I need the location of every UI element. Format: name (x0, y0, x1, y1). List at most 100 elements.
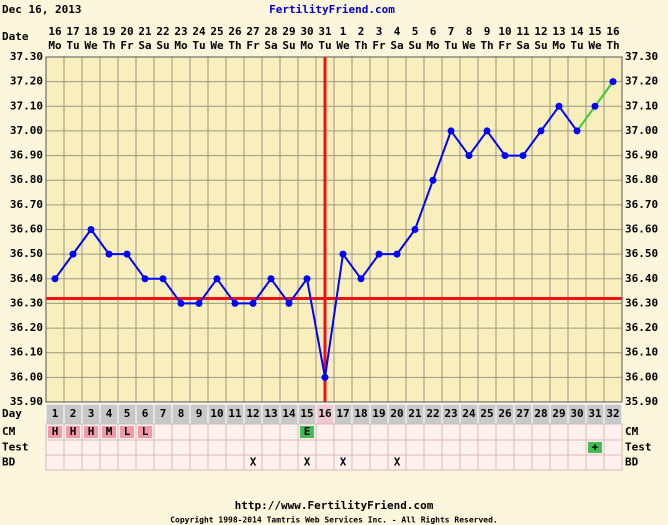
row-cell (279, 454, 299, 471)
date: 19 (102, 25, 115, 38)
date: 7 (448, 25, 455, 38)
row-entry: L (142, 425, 149, 438)
weekday: Su (408, 39, 421, 52)
y-tick-label: 36.20 (10, 321, 43, 334)
temp-segment (594, 81, 614, 107)
date: 26 (228, 25, 242, 38)
day-number: 14 (282, 407, 296, 420)
day-number: 2 (70, 407, 77, 420)
date: 30 (300, 25, 313, 38)
temp-point (195, 299, 203, 307)
weekday: Su (156, 39, 169, 52)
cell-highlight (138, 426, 152, 438)
day-number: 22 (426, 407, 439, 420)
row-cell (495, 454, 515, 471)
temp-segment (540, 105, 560, 132)
row-entry: H (70, 425, 77, 438)
row-cell (459, 454, 479, 471)
row-cell (225, 423, 245, 441)
date: 25 (210, 25, 223, 38)
date: 23 (174, 25, 187, 38)
row-cell (153, 454, 173, 471)
y-tick-label-right: 36.70 (625, 198, 658, 211)
temp-point (231, 299, 239, 307)
temp-point (321, 373, 329, 381)
temp-segment (90, 228, 110, 255)
weekday: We (588, 39, 602, 52)
weekday: Th (480, 39, 493, 52)
day-number: 11 (228, 407, 242, 420)
temp-point (159, 275, 167, 283)
day-number: 1 (52, 407, 59, 420)
temp-point (141, 275, 149, 283)
row-cell (405, 423, 425, 441)
row-cell (477, 439, 497, 456)
date: 29 (282, 25, 295, 38)
day-number: 3 (88, 407, 95, 420)
row-cell (459, 439, 479, 456)
day-number: 27 (516, 407, 529, 420)
temp-point (51, 275, 59, 283)
y-tick-label: 37.20 (10, 75, 43, 88)
row-cell (477, 423, 497, 441)
row-cell (567, 423, 587, 441)
y-tick-label: 36.30 (10, 296, 43, 309)
row-entry: H (52, 425, 59, 438)
row-cell (189, 423, 209, 441)
temp-segment (72, 228, 92, 255)
footer-url[interactable]: http://www.FertilityFriend.com (235, 499, 434, 512)
weekday: Mo (300, 39, 314, 52)
temp-segment (198, 278, 218, 305)
cell-highlight (120, 426, 134, 438)
y-tick-label-right: 36.20 (625, 321, 658, 334)
date: 24 (192, 25, 206, 38)
date: 18 (84, 25, 97, 38)
row-cell (585, 454, 605, 471)
y-tick-label-right: 36.10 (625, 346, 658, 359)
copyright: Copyright 1998-2014 Tamtris Web Services… (170, 515, 498, 525)
row-label: BD (2, 456, 16, 469)
date: 14 (570, 25, 584, 38)
row-cell (315, 423, 335, 441)
row-cell (225, 454, 245, 471)
temp-segment (414, 179, 434, 230)
row-cell (333, 423, 353, 441)
day-number: 9 (196, 407, 203, 420)
temp-segment (522, 130, 542, 157)
weekday: Th (228, 39, 241, 52)
temp-segment (162, 278, 182, 305)
weekday: Sa (138, 39, 151, 52)
date: 6 (430, 25, 437, 38)
temp-point (339, 250, 347, 258)
row-cell (531, 439, 551, 456)
row-cell (261, 423, 281, 441)
site-name[interactable]: FertilityFriend.com (269, 3, 395, 16)
day-number: 15 (300, 407, 313, 420)
temp-segment (558, 105, 578, 132)
day-number: 17 (336, 407, 349, 420)
date: 9 (484, 25, 491, 38)
date: 21 (138, 25, 152, 38)
weekday: Tu (66, 39, 79, 52)
temp-point (105, 250, 113, 258)
row-cell (603, 423, 623, 441)
row-cell (243, 439, 263, 456)
weekday: Su (534, 39, 547, 52)
row-cell (477, 454, 497, 471)
day-number: 24 (462, 407, 476, 420)
cell-highlight (66, 426, 80, 438)
day-number: 13 (264, 407, 277, 420)
temp-segment (216, 278, 236, 305)
date: 13 (552, 25, 565, 38)
y-tick-label: 37.10 (10, 99, 43, 112)
row-cell (261, 454, 281, 471)
row-cell (513, 439, 533, 456)
row-entry: L (124, 425, 131, 438)
row-cell (225, 439, 245, 456)
temp-segment (324, 253, 344, 378)
temp-point (609, 78, 617, 86)
row-label: Test (2, 441, 29, 454)
day-number: 20 (390, 407, 403, 420)
weekday: Mo (174, 39, 188, 52)
day-number: 31 (588, 407, 602, 420)
